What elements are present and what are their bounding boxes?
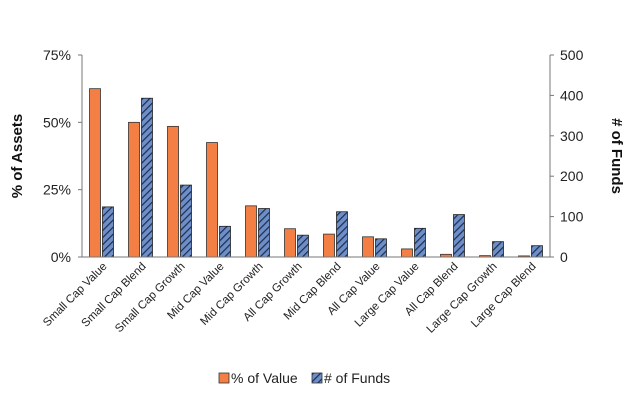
legend-label-value: % of Value	[231, 370, 298, 386]
left-tick-label-0: 0%	[51, 249, 71, 265]
bar-funds-3	[219, 225, 231, 258]
bar-value-4	[245, 205, 257, 258]
category-label-10: Large Cap Growth	[425, 261, 500, 336]
left-tick-label-1: 25%	[43, 182, 71, 198]
category-label-0: Small Cap Value	[41, 261, 109, 329]
right-tick-label-0: 0	[560, 249, 568, 265]
category-label-2: Small Cap Growth	[113, 261, 187, 335]
bar-funds-2	[180, 184, 192, 258]
left-tick-label-2: 50%	[43, 114, 71, 130]
right-tick-label-3: 300	[560, 128, 584, 144]
right-tick-label-5: 500	[560, 47, 584, 63]
bar-value-7	[362, 236, 374, 258]
bar-value-8	[401, 248, 413, 258]
legend-swatch-funds	[311, 372, 323, 384]
right-tick-label-1: 100	[560, 209, 584, 225]
y-axis-title: % of Assets	[9, 114, 26, 198]
bar-funds-0	[102, 206, 114, 258]
bar-funds-4	[258, 208, 270, 258]
legend: % of Value # of Funds	[218, 370, 390, 386]
bar-value-5	[284, 228, 296, 258]
bar-funds-8	[414, 227, 426, 258]
y2-axis-title: # of Funds	[608, 118, 625, 194]
bar-value-6	[323, 233, 335, 258]
bar-funds-5	[297, 234, 309, 258]
bar-funds-6	[336, 211, 348, 258]
bar-value-3	[206, 142, 218, 258]
bar-funds-1	[141, 97, 153, 258]
bars-group	[89, 88, 543, 258]
legend-label-funds: # of Funds	[324, 370, 390, 386]
bar-value-1	[128, 121, 140, 258]
bar-funds-11	[531, 245, 543, 258]
left-tick-label-3: 75%	[43, 47, 71, 63]
bar-funds-7	[375, 238, 387, 258]
bar-funds-10	[492, 241, 504, 258]
bar-value-0	[89, 88, 101, 258]
right-tick-label-2: 200	[560, 168, 584, 184]
right-tick-label-4: 400	[560, 87, 584, 103]
right-tick-labels: 0 100 200 300 400 500	[550, 47, 584, 265]
bar-value-2	[167, 125, 179, 258]
legend-swatch-value	[218, 372, 230, 384]
left-tick-labels: 0% 25% 50% 75%	[43, 47, 82, 265]
bar-funds-9	[453, 214, 465, 258]
